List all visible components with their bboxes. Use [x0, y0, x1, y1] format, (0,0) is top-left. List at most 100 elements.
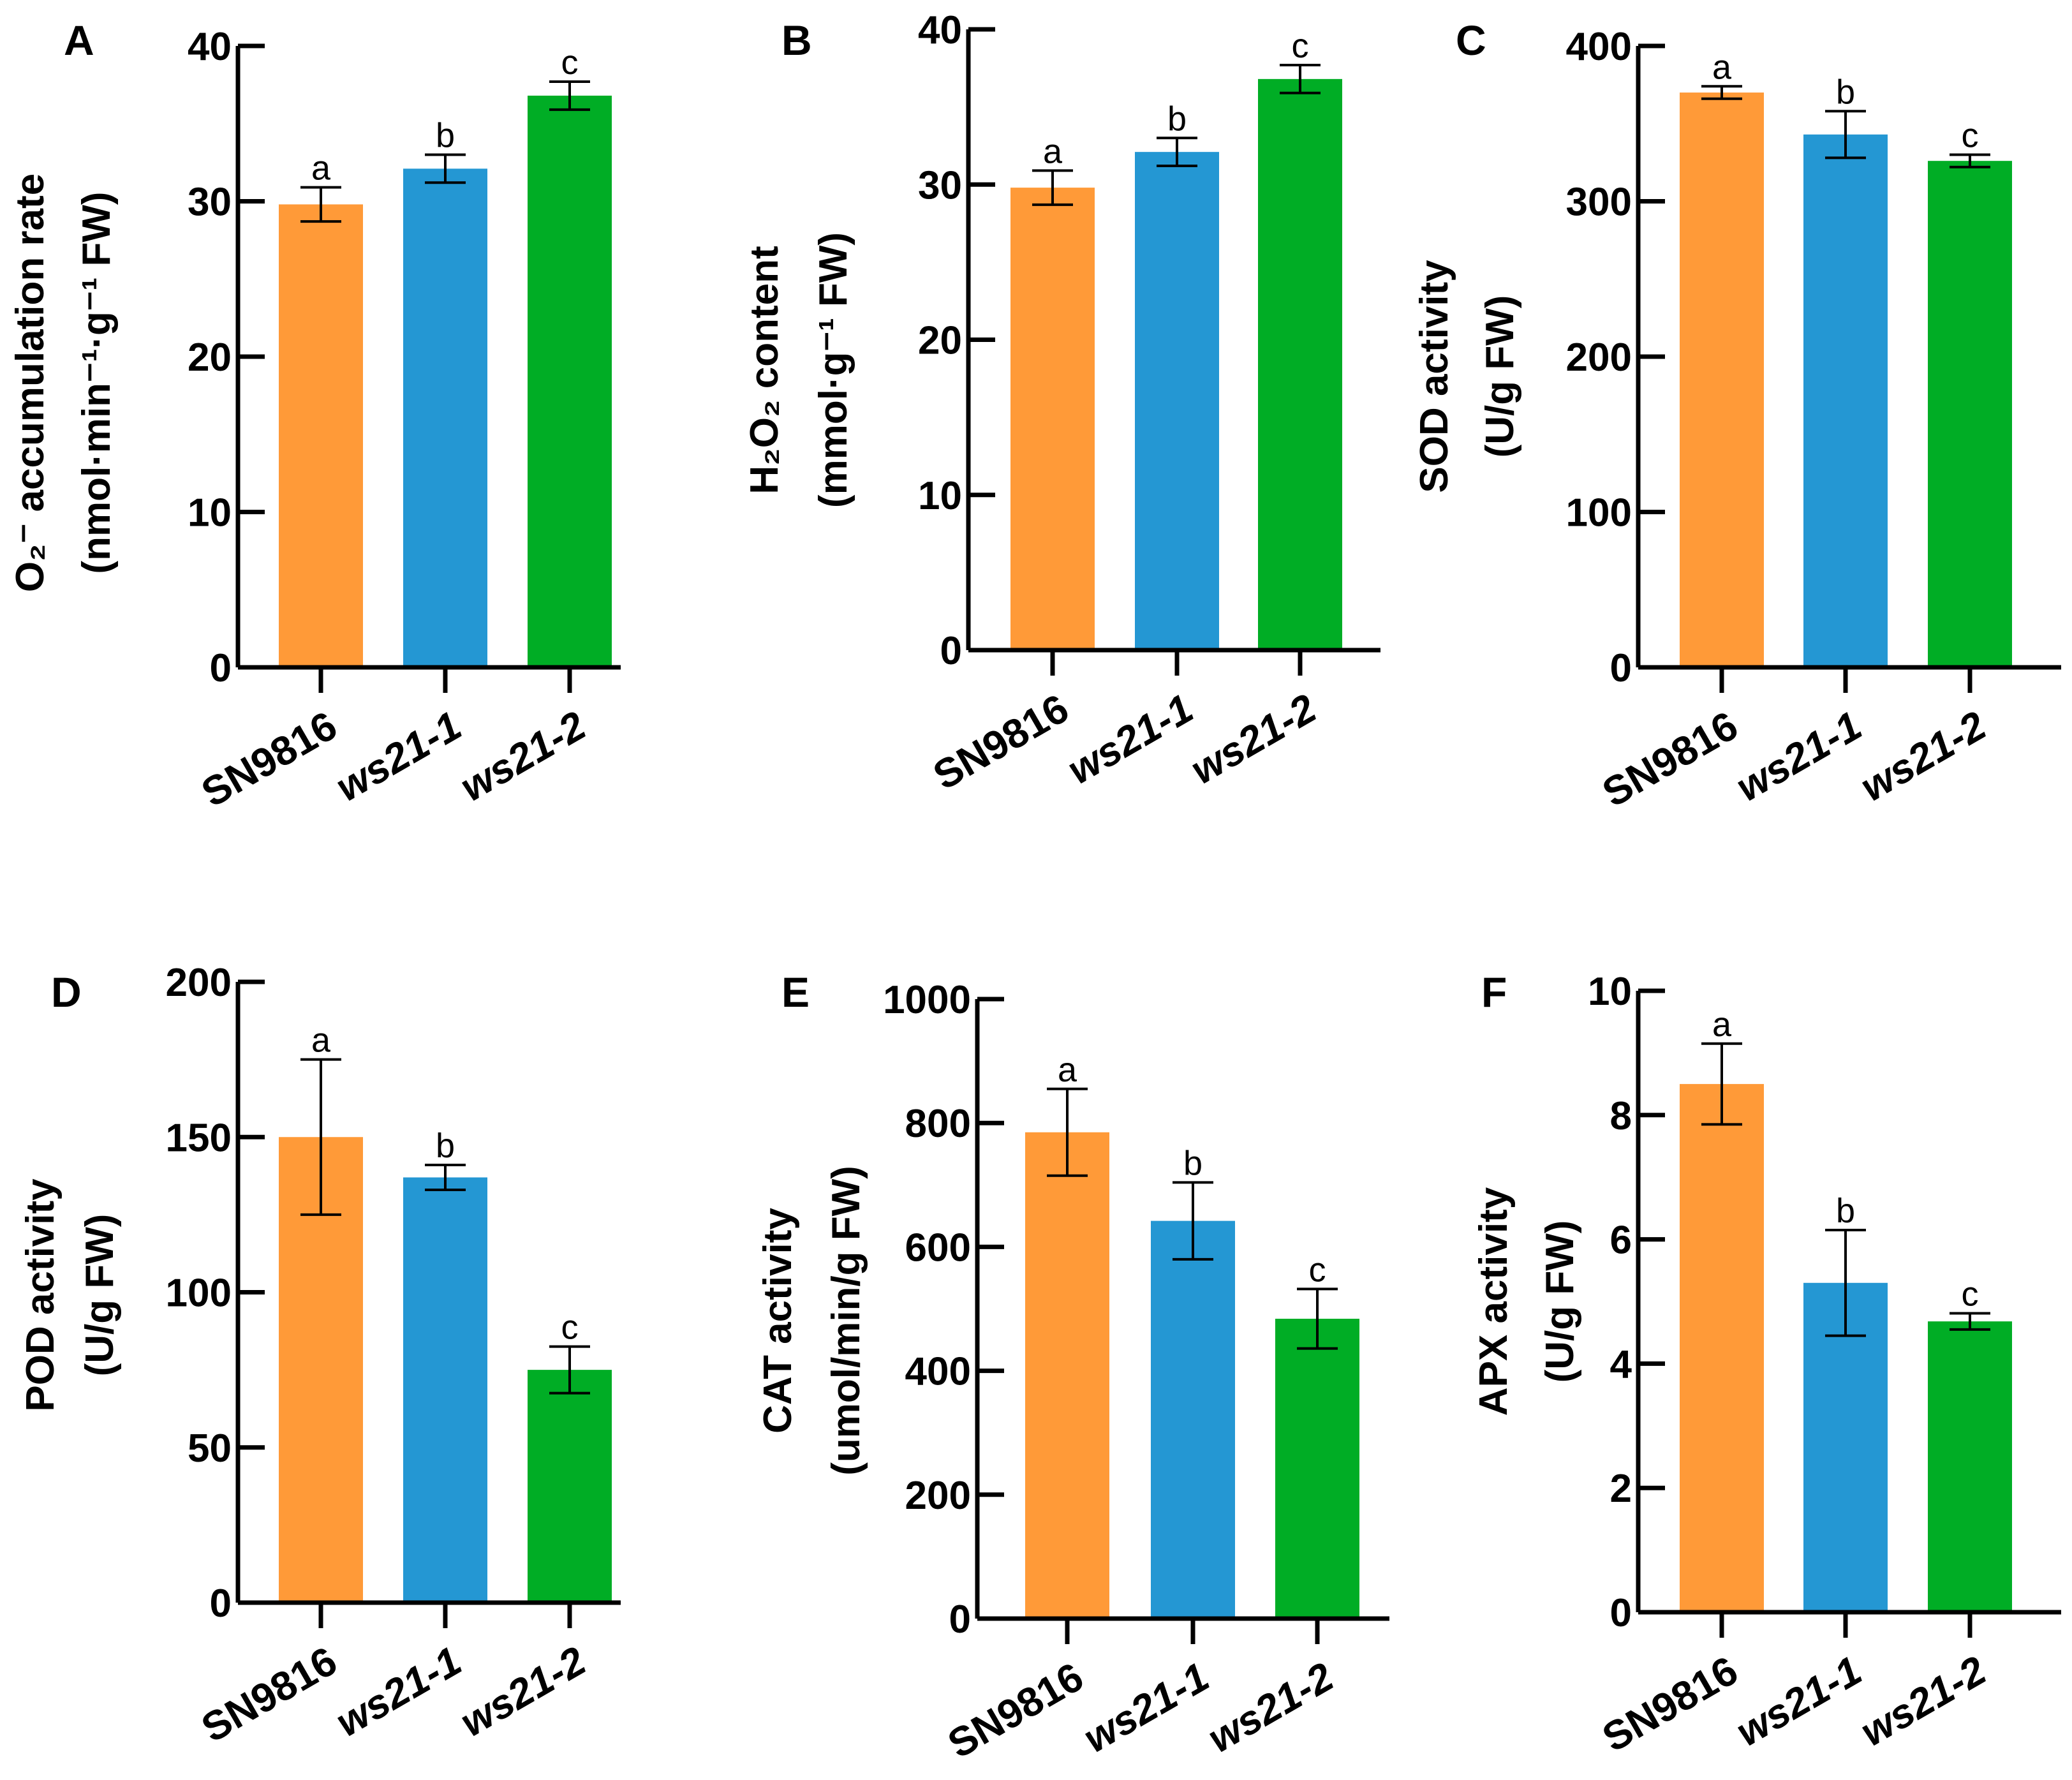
bar-sn9816	[1680, 1084, 1764, 1612]
y-tick-label: 50	[188, 1427, 232, 1471]
y-tick-label: 8	[1610, 1094, 1632, 1138]
y-axis-label: CAT activity	[756, 1208, 800, 1434]
y-tick-label: 0	[949, 1598, 971, 1642]
y-axis-label: (nmol·min⁻¹·g⁻¹ FW)	[75, 191, 119, 574]
y-tick-label: 400	[1566, 25, 1632, 69]
bar-sn9816	[1680, 93, 1764, 668]
x-tick-label: SN9816	[940, 1654, 1091, 1767]
y-tick-label: 20	[918, 319, 962, 363]
x-tick-label: ws21-1	[328, 1638, 469, 1746]
panel-c: C SOD activity (U/g FW) a SN9816 b ws21-1 c ws21…	[1412, 17, 2061, 816]
y-tick-label: 150	[166, 1116, 232, 1160]
x-tick-label: ws21-2	[1853, 1647, 1994, 1755]
bar-ws21-1	[1135, 152, 1219, 651]
x-tick-label: SN9816	[1595, 1647, 1745, 1761]
significance-letter: a	[1712, 1005, 1732, 1044]
panel-d: D POD activity (U/g FW) a SN9816 b ws21-1 c ws21…	[18, 961, 621, 1751]
panel-letter: E	[781, 968, 810, 1016]
significance-letter: b	[1836, 73, 1855, 111]
bar-ws21-2	[1928, 161, 2012, 667]
x-tick-label: ws21-1	[328, 702, 469, 810]
panel-letter: F	[1481, 968, 1507, 1016]
y-tick-label: 600	[905, 1226, 971, 1270]
x-tick-label: SN9816	[194, 702, 344, 816]
x-tick-label: ws21-2	[452, 1638, 593, 1746]
y-tick-label: 300	[1566, 181, 1632, 225]
bar-ws21-2	[528, 95, 612, 668]
bar-ws21-2	[1258, 78, 1342, 651]
y-tick-label: 10	[188, 491, 232, 535]
y-axis-label: (U/g FW)	[78, 1214, 122, 1377]
x-tick-label: ws21-2	[1200, 1654, 1341, 1761]
y-tick-label: 200	[1566, 336, 1632, 380]
y-tick-label: 400	[905, 1350, 971, 1394]
y-tick-label: 0	[940, 629, 962, 673]
y-tick-label: 10	[918, 474, 962, 518]
significance-letter: b	[1167, 100, 1187, 138]
x-tick-label: ws21-1	[1076, 1654, 1217, 1761]
bar-ws21-1	[403, 1177, 487, 1603]
x-tick-label: ws21-2	[1183, 685, 1324, 793]
y-axis-label: O₂⁻ accumulation rate	[8, 174, 52, 592]
bar-ws21-1	[1803, 1282, 1888, 1612]
x-tick-label: ws21-1	[1728, 702, 1869, 810]
panel-letter: A	[64, 17, 94, 64]
y-tick-label: 6	[1610, 1219, 1632, 1263]
y-tick-label: 100	[1566, 491, 1632, 535]
significance-letter: c	[561, 1309, 579, 1347]
panel-b: B H₂O₂ content (mmol·g⁻¹ FW) a SN9816 b ws21-1…	[743, 8, 1380, 799]
significance-letter: c	[1309, 1250, 1326, 1289]
bar-ws21-2	[1275, 1319, 1359, 1619]
y-tick-label: 1000	[883, 978, 971, 1022]
y-tick-label: 10	[1588, 970, 1632, 1014]
y-tick-label: 0	[1610, 1591, 1632, 1635]
y-tick-label: 30	[918, 163, 962, 207]
panel-a: A O₂⁻ accumulation rate (nmol·min⁻¹·g⁻¹ FW…	[8, 17, 621, 816]
bar-sn9816	[279, 204, 363, 667]
x-tick-label: SN9816	[1595, 702, 1745, 816]
x-tick-label: ws21-1	[1060, 685, 1201, 793]
y-tick-label: 200	[166, 961, 232, 1005]
significance-letter: a	[1043, 132, 1063, 170]
significance-letter: a	[1712, 48, 1732, 86]
significance-letter: a	[311, 149, 331, 188]
y-tick-label: 2	[1610, 1467, 1632, 1511]
significance-letter: c	[1962, 116, 1979, 154]
y-tick-label: 0	[210, 1582, 232, 1626]
significance-letter: c	[1292, 27, 1309, 65]
y-tick-label: 200	[905, 1474, 971, 1518]
significance-letter: c	[1962, 1275, 1979, 1314]
significance-letter: b	[1836, 1192, 1855, 1230]
panel-f: F APX activity (U/g FW) a SN9816 b ws21-1 c ws21…	[1472, 968, 2061, 1761]
y-tick-label: 4	[1610, 1342, 1632, 1386]
significance-letter: b	[436, 116, 455, 154]
significance-letter: a	[311, 1021, 331, 1060]
bar-ws21-2	[1928, 1321, 2012, 1612]
y-tick-label: 800	[905, 1102, 971, 1146]
bar-ws21-1	[403, 168, 487, 667]
y-tick-label: 30	[188, 181, 232, 225]
y-axis-label: POD activity	[18, 1178, 63, 1412]
panel-letter: D	[51, 968, 82, 1016]
y-tick-label: 0	[210, 646, 232, 690]
bar-sn9816	[1010, 188, 1095, 650]
x-tick-label: ws21-2	[452, 702, 593, 810]
y-tick-label: 100	[166, 1272, 232, 1316]
y-axis-label: H₂O₂ content	[743, 246, 787, 494]
y-axis-label: SOD activity	[1412, 260, 1456, 493]
bar-sn9816	[1025, 1132, 1109, 1619]
significance-letter: b	[436, 1127, 455, 1165]
panel-e: E CAT activity (umol/min/g FW) a SN9816 b ws21…	[756, 968, 1389, 1767]
y-axis-label: (U/g FW)	[1478, 295, 1522, 458]
x-tick-label: SN9816	[194, 1638, 344, 1751]
x-tick-label: SN9816	[926, 685, 1076, 799]
panel-letter: B	[781, 17, 812, 64]
y-tick-label: 0	[1610, 646, 1632, 690]
y-axis-label: (mmol·g⁻¹ FW)	[811, 232, 855, 508]
significance-letter: b	[1183, 1144, 1202, 1182]
y-axis-label: (U/g FW)	[1538, 1220, 1582, 1383]
y-tick-label: 40	[188, 25, 232, 69]
y-axis-label: APX activity	[1472, 1187, 1516, 1416]
bar-ws21-1	[1803, 134, 1888, 668]
y-tick-label: 40	[918, 8, 962, 52]
